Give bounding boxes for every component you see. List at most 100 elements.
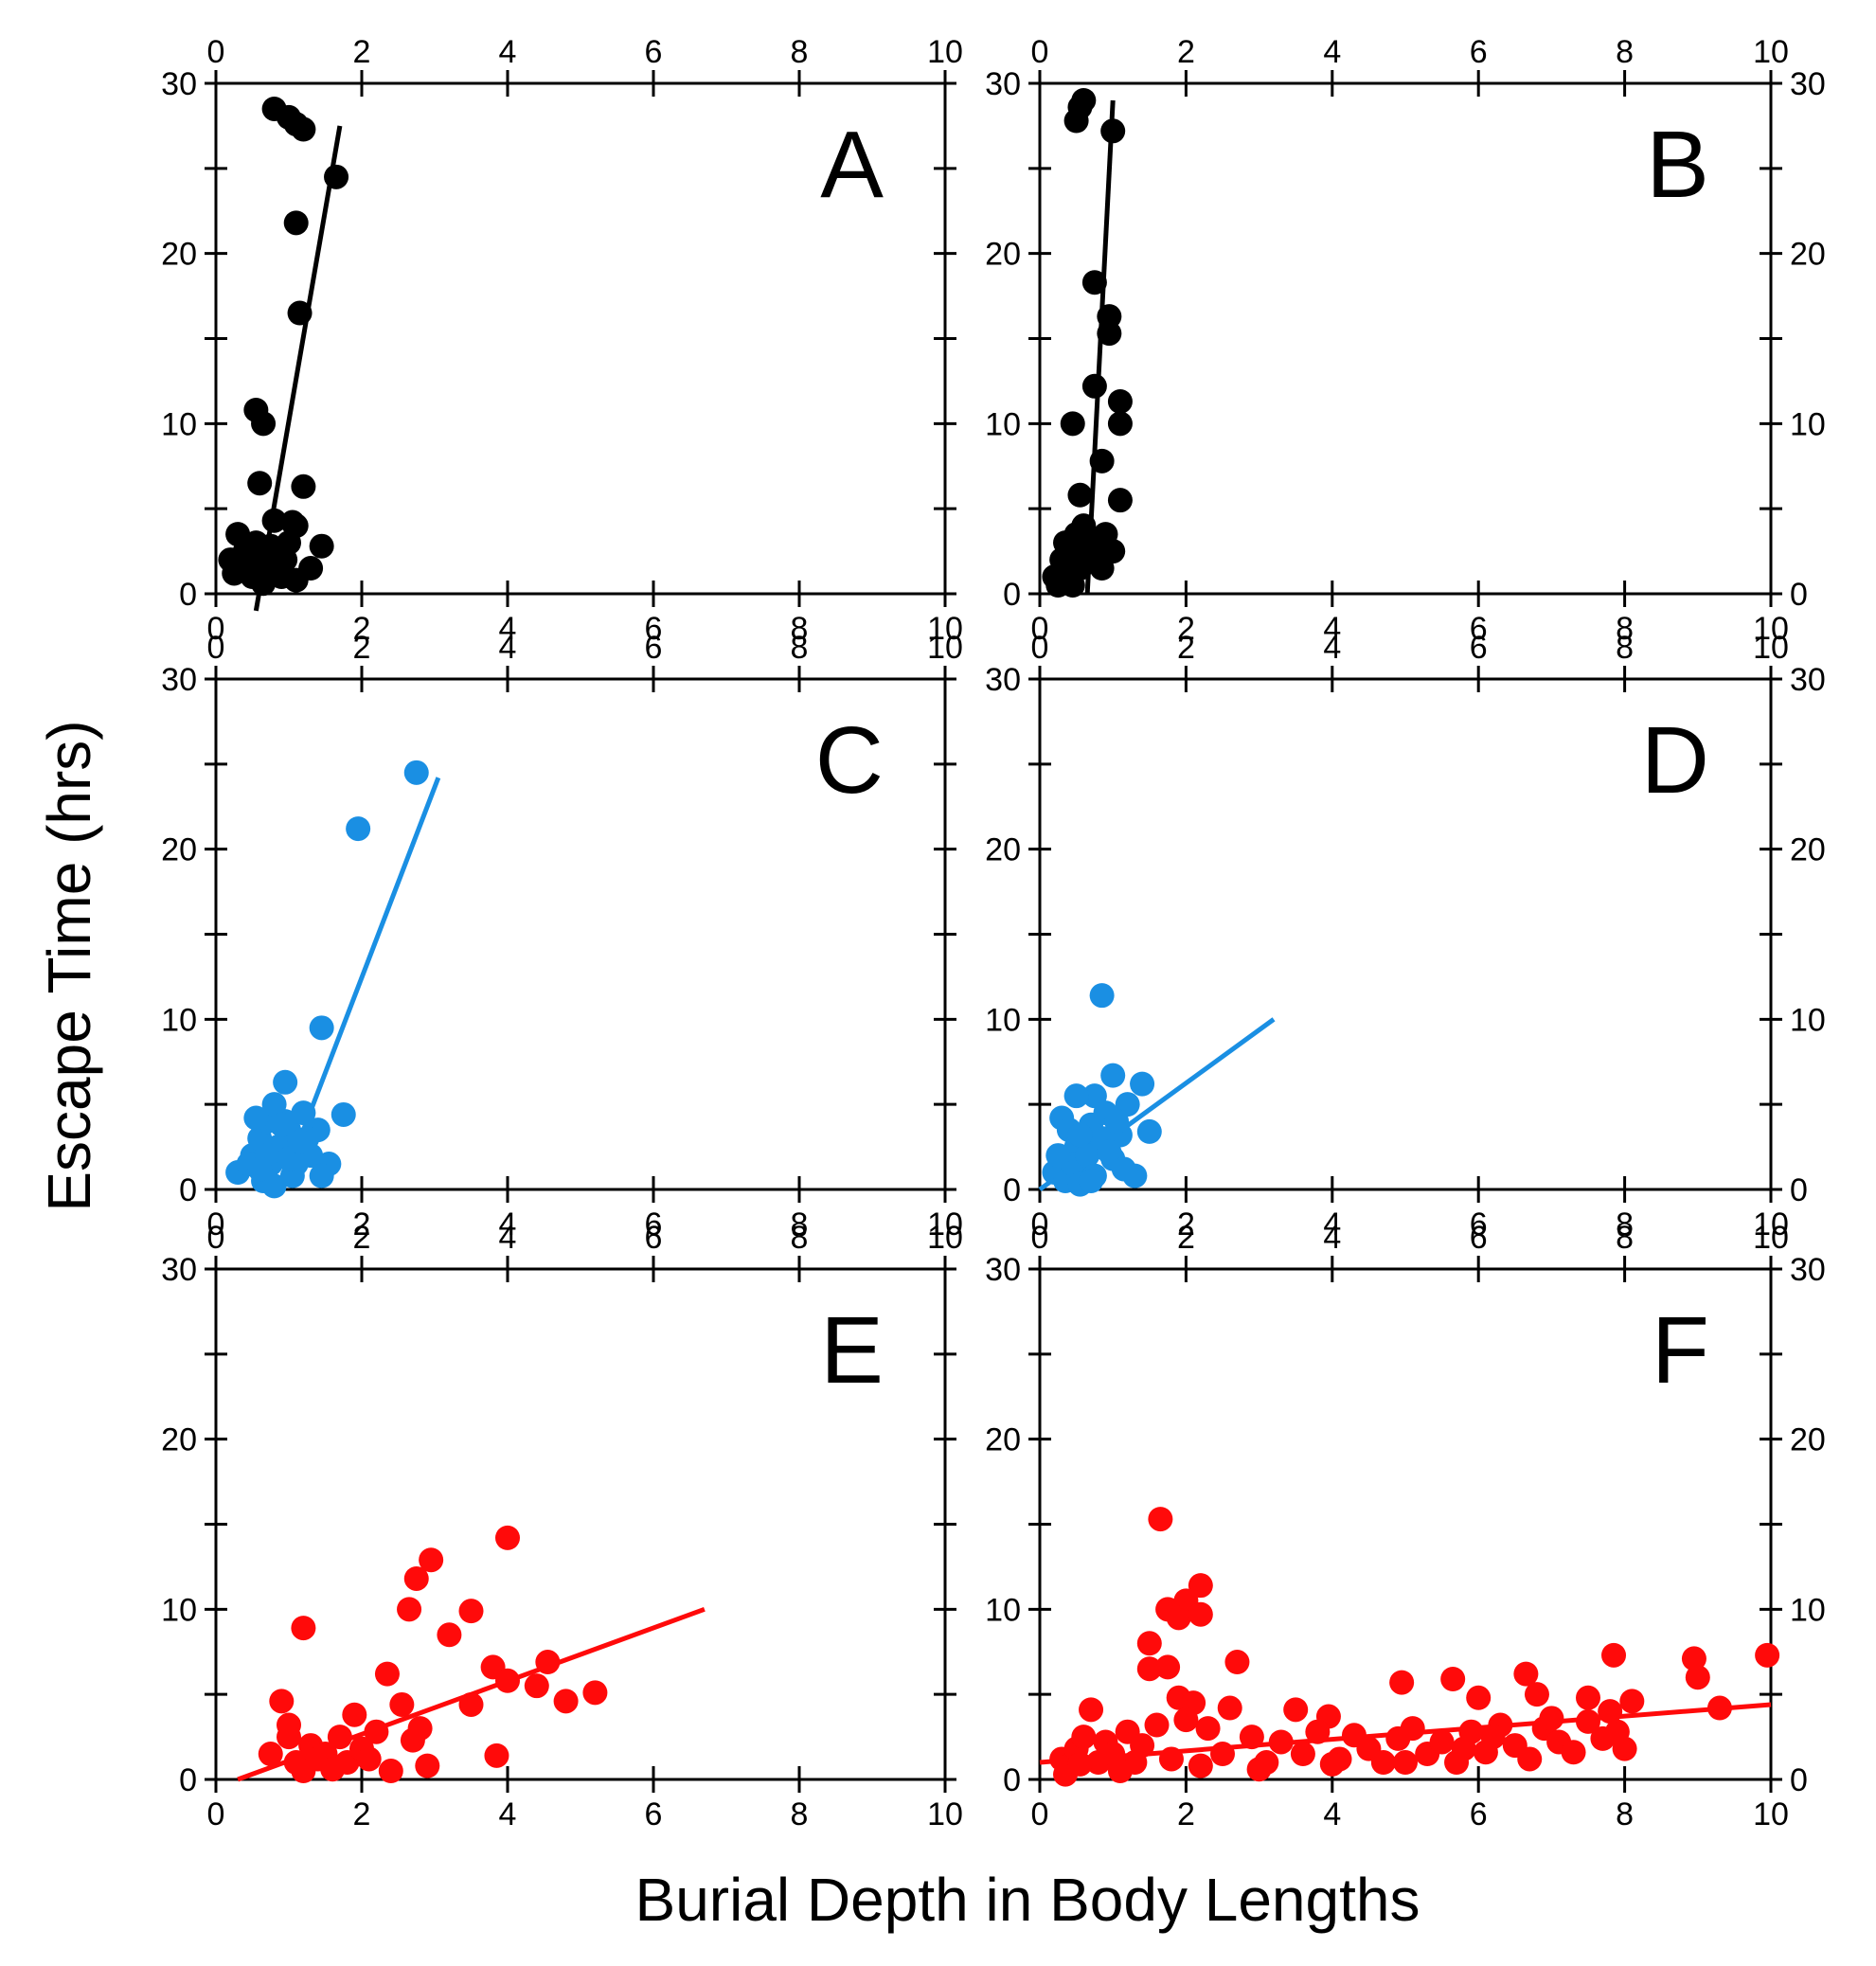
data-point-f	[1067, 1751, 1093, 1777]
data-point-f	[1079, 1697, 1104, 1723]
data-point-c	[403, 760, 429, 785]
data-point-d	[1079, 1169, 1104, 1194]
y-tick-label-left: 20	[985, 237, 1021, 273]
data-point-c	[273, 1069, 298, 1095]
data-point-e	[277, 1712, 301, 1738]
data-point-f	[1755, 1642, 1780, 1668]
data-point-f	[1188, 1573, 1213, 1599]
x-tick-label-top: 2	[353, 630, 371, 666]
x-tick-label-top: 8	[1616, 1220, 1634, 1256]
data-point-f	[1130, 1733, 1155, 1759]
data-point-f	[1195, 1716, 1221, 1742]
x-tick-label-top: 2	[1177, 34, 1195, 70]
x-tick-label-top: 0	[207, 34, 225, 70]
data-point-a	[291, 116, 316, 142]
data-point-e	[415, 1753, 440, 1778]
data-point-f	[1155, 1654, 1181, 1680]
data-point-e	[389, 1691, 415, 1717]
data-point-c	[346, 816, 371, 842]
data-point-f	[1217, 1695, 1242, 1721]
data-point-e	[419, 1547, 444, 1573]
data-point-e	[269, 1689, 295, 1714]
x-tick-label-bottom: 4	[499, 611, 517, 647]
x-tick-label-bottom: 0	[207, 1206, 225, 1242]
data-point-d	[1136, 1118, 1162, 1144]
data-point-f	[1517, 1746, 1543, 1772]
data-point-f	[1619, 1689, 1645, 1714]
data-point-f	[1246, 1757, 1272, 1782]
data-point-f	[1561, 1740, 1586, 1765]
x-tick-label-bottom: 4	[499, 1206, 517, 1242]
data-point-e	[495, 1668, 520, 1693]
data-point-c	[269, 1112, 295, 1137]
y-tick-label-left: 30	[985, 66, 1021, 102]
x-tick-label-top: 4	[499, 1220, 517, 1256]
data-point-e	[356, 1746, 382, 1772]
x-tick-label-top: 6	[645, 1220, 663, 1256]
data-point-a	[251, 411, 277, 437]
data-point-e	[327, 1725, 352, 1750]
data-point-e	[407, 1716, 433, 1742]
panel-label-d: D	[1641, 707, 1709, 813]
data-point-f	[1576, 1708, 1600, 1734]
x-tick-label-top: 6	[645, 34, 663, 70]
y-tick-label-left: 30	[985, 662, 1021, 698]
x-tick-label-bottom: 2	[1177, 1796, 1195, 1832]
y-tick-label-left: 0	[179, 577, 197, 613]
x-tick-label-bottom: 10	[927, 1206, 963, 1242]
data-point-d	[1130, 1071, 1155, 1097]
y-tick-label-right: 10	[1790, 406, 1826, 442]
y-tick-label-right: 20	[1790, 237, 1826, 273]
data-point-f	[1071, 1725, 1097, 1750]
data-point-e	[291, 1616, 316, 1641]
data-point-b	[1081, 527, 1107, 552]
data-point-f	[1210, 1742, 1235, 1767]
data-point-f	[1239, 1725, 1264, 1750]
data-point-e	[320, 1757, 346, 1782]
data-point-f	[1513, 1661, 1539, 1687]
x-tick-label-top: 0	[1031, 34, 1049, 70]
data-point-f	[1706, 1695, 1732, 1721]
y-tick-label-right: 30	[1790, 662, 1826, 698]
y-tick-label-left: 0	[1003, 1172, 1021, 1208]
data-point-d	[1089, 983, 1115, 1009]
x-tick-label-bottom: 2	[353, 611, 371, 647]
data-point-f	[1188, 1601, 1213, 1627]
x-tick-label-top: 8	[791, 1220, 809, 1256]
data-point-e	[364, 1719, 389, 1744]
data-point-a	[324, 164, 349, 189]
data-point-a	[222, 561, 247, 586]
data-point-a	[247, 550, 273, 576]
data-point-b	[1100, 118, 1126, 144]
data-point-f	[1290, 1742, 1315, 1767]
data-point-f	[1681, 1646, 1706, 1671]
x-tick-label-top: 4	[1323, 34, 1341, 70]
x-tick-label-bottom: 4	[1323, 611, 1341, 647]
data-point-f	[1283, 1697, 1309, 1723]
data-point-c	[243, 1105, 269, 1131]
data-point-f	[1429, 1729, 1455, 1755]
x-tick-label-bottom: 10	[927, 1796, 963, 1832]
x-tick-label-top: 0	[207, 1220, 225, 1256]
panel-label-e: E	[820, 1297, 884, 1403]
data-point-e	[378, 1759, 403, 1784]
x-tick-label-top: 4	[1323, 630, 1341, 666]
data-point-f	[1480, 1725, 1506, 1750]
x-tick-label-bottom: 10	[1753, 1796, 1789, 1832]
data-point-c	[309, 1163, 334, 1189]
data-point-e	[484, 1743, 509, 1768]
x-tick-label-bottom: 6	[1470, 1796, 1488, 1832]
y-tick-label-left: 30	[161, 1252, 197, 1288]
data-point-e	[437, 1622, 462, 1648]
x-tick-label-top: 6	[645, 630, 663, 666]
y-tick-label-left: 20	[985, 1422, 1021, 1458]
x-tick-label-bottom: 0	[207, 611, 225, 647]
data-point-b	[1060, 411, 1085, 437]
x-tick-label-bottom: 2	[353, 1796, 371, 1832]
panel-label-f: F	[1652, 1297, 1709, 1403]
x-tick-label-top: 10	[927, 34, 963, 70]
data-point-a	[309, 533, 334, 559]
